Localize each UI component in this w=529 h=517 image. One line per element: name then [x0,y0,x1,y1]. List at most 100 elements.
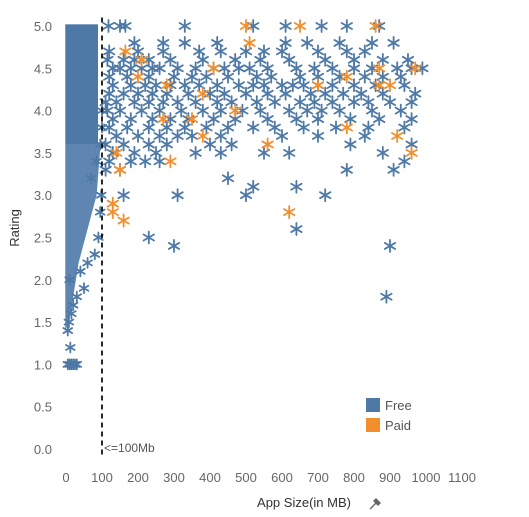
scatter-point-paid [113,162,127,177]
dense-cluster-free [65,24,101,331]
scatter-point-free [347,78,361,93]
scatter-point-free [268,120,281,135]
scatter-point-free [265,69,278,84]
x-tick-label: 1000 [412,470,441,485]
scatter-point-free [416,61,429,76]
scatter-point-paid [409,61,422,76]
scatter-point-free [78,282,90,295]
legend-label-free: Free [385,398,412,413]
scatter-point-free [117,86,130,101]
scatter-point-free [387,162,400,177]
scatter-point-free [365,61,379,76]
scatter-point-free [189,145,202,160]
y-tick-label: 3.5 [34,146,52,161]
scatter-point-free [221,69,235,84]
scatter-point-free [326,61,339,76]
scatter-point-free [65,341,76,354]
y-tick-label: 5.0 [34,19,52,34]
scatter-point-free [207,112,220,126]
scatter-point-free [239,86,253,101]
scatter-point-paid [239,19,253,33]
scatter-point-free [139,154,152,169]
scatter-point-free [326,78,339,93]
scatter-point-free [64,273,75,286]
y-axis-title: Rating [7,209,22,247]
scatter-point-free [398,154,411,169]
scatter-point-paid [196,86,209,101]
scatter-point-free [62,324,74,337]
x-tick-label: 300 [163,470,185,485]
scatter-point-free [329,120,343,135]
scatter-point-paid [340,69,353,84]
scatter-point-free [91,155,102,168]
scatter-point-paid [164,154,177,169]
y-tick-label: 0.5 [34,400,52,415]
scatter-point-paid [369,19,382,33]
scatter-point-free [225,137,238,152]
scatter-point-free [142,95,155,110]
scatter-point-free [75,265,86,278]
legend: Free Paid [366,398,412,433]
scatter-point-free [71,290,83,303]
scatter-point-free [128,95,141,110]
legend-swatch-paid [366,418,380,432]
scatter-point-free [121,120,134,135]
scatter-point-paid [261,137,274,152]
scatter-point-free [139,78,152,93]
scatter-point-free [283,145,296,160]
dense-cluster-block [65,24,98,145]
scatter-point-free [283,103,296,118]
scatter-point-free [101,52,114,67]
scatter-point-free [164,52,177,67]
scatter-point-free [247,179,260,194]
scatter-point-free [293,95,307,110]
scatter-point-free [232,61,245,76]
scatter-point-free [196,103,209,118]
scatter-point-paid [117,213,130,228]
scatter-point-free [102,19,115,33]
scatter-point-free [261,86,274,101]
scatter-point-free [214,103,227,118]
x-tick-label: 200 [127,470,149,485]
pin-icon[interactable] [369,498,381,510]
scatter-point-free [103,44,116,59]
scatter-point-free [200,69,213,84]
scatter-point-paid [243,36,256,50]
scatter-point-free [365,36,379,50]
x-axis-title: App Size(in MB) [257,495,351,510]
legend-label-paid: Paid [385,418,411,433]
dense-cluster-taper [65,144,101,331]
scatter-point-free [110,129,123,143]
scatter-point-free [283,52,296,67]
scatter-point-free [142,137,155,152]
scatter-point-free [297,120,310,135]
scatter-point-free [297,78,310,93]
scatter-point-free [196,52,209,67]
scatter-point-free [290,112,303,126]
scatter-point-free [279,19,292,33]
y-tick-label: 3.0 [34,188,52,203]
scatter-point-free [178,36,191,50]
scatter-point-free [333,69,346,84]
scatter-point-free [171,188,184,203]
scatter-point-free [203,137,217,152]
scatter-point-paid [383,78,397,93]
scatter-point-free [398,78,411,93]
x-tick-label: 900 [379,470,401,485]
scatter-point-free [340,19,353,33]
scatter-point-free [355,86,368,101]
y-tick-label: 4.0 [34,104,52,119]
scatter-point-free [89,248,101,261]
scatter-point-free [94,206,106,219]
scatter-point-free [113,103,127,118]
scatter-point-free [157,44,170,59]
scatter-point-free [153,154,166,169]
x-tick-label: 0 [62,470,69,485]
scatter-point-free [182,86,195,101]
scatter-point-free [247,120,260,135]
y-tick-label: 4.5 [34,61,52,76]
x-tick-label: 600 [271,470,293,485]
scatter-point-paid [293,19,307,33]
scatter-point-free [394,103,407,118]
